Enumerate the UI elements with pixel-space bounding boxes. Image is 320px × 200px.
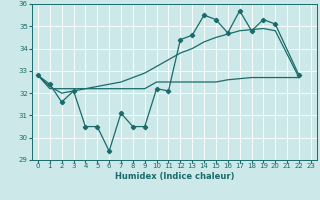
X-axis label: Humidex (Indice chaleur): Humidex (Indice chaleur) bbox=[115, 172, 234, 181]
